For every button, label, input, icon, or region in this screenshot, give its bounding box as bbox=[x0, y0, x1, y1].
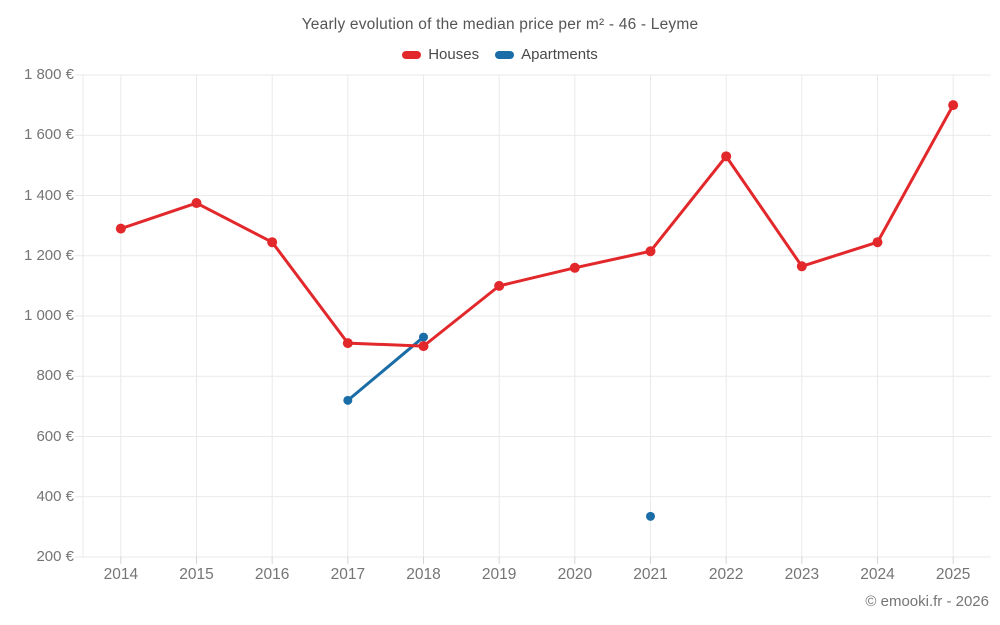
houses-line-segment bbox=[270, 240, 350, 345]
houses-line-segment bbox=[422, 284, 501, 348]
houses-data-point[interactable] bbox=[721, 151, 732, 162]
houses-data-point[interactable] bbox=[342, 338, 353, 349]
x-axis-tick-label: 2014 bbox=[103, 566, 139, 583]
houses-line-segment bbox=[800, 240, 879, 268]
houses-swatch-icon bbox=[402, 50, 422, 59]
houses-data-point[interactable] bbox=[645, 246, 656, 257]
houses-line-segment bbox=[724, 154, 804, 268]
apartments-data-point[interactable] bbox=[646, 511, 655, 521]
y-axis-tick-label: 1 800 € bbox=[23, 66, 74, 83]
x-axis-tick-label: 2024 bbox=[860, 566, 895, 583]
x-axis-tick-label: 2021 bbox=[633, 566, 668, 583]
apartments-swatch-icon bbox=[495, 50, 515, 59]
houses-line-segment bbox=[573, 249, 652, 270]
y-axis-tick-label: 200 € bbox=[36, 548, 74, 565]
y-axis-tick-label: 1 600 € bbox=[23, 126, 74, 144]
houses-data-point[interactable] bbox=[115, 223, 126, 234]
x-axis-tick-label: 2017 bbox=[330, 566, 366, 583]
legend-label-apartments: Apartments bbox=[521, 46, 598, 63]
houses-data-point[interactable] bbox=[569, 262, 580, 273]
houses-data-point[interactable] bbox=[494, 280, 505, 291]
houses-line-segment bbox=[876, 103, 955, 244]
y-axis-tick-label: 600 € bbox=[36, 427, 74, 445]
chart-title: Yearly evolution of the median price per… bbox=[301, 16, 699, 33]
houses-line-segment bbox=[649, 154, 728, 253]
houses-data-point[interactable] bbox=[267, 237, 278, 248]
x-axis-tick-label: 2018 bbox=[406, 566, 441, 583]
copyright-credit: © emooki.fr - 2026 bbox=[865, 593, 989, 610]
legend-item-houses[interactable]: Houses bbox=[402, 46, 479, 63]
houses-line-segment bbox=[346, 341, 425, 348]
x-axis-tick-label: 2022 bbox=[708, 566, 744, 583]
apartments-data-point[interactable] bbox=[419, 332, 428, 342]
houses-data-point[interactable] bbox=[872, 237, 883, 248]
y-axis-tick-label: 400 € bbox=[36, 487, 74, 505]
houses-data-point[interactable] bbox=[796, 261, 807, 272]
houses-data-point[interactable] bbox=[418, 341, 429, 352]
houses-line-segment bbox=[119, 201, 198, 231]
x-axis-tick-label: 2023 bbox=[784, 566, 820, 583]
x-axis-tick-label: 2015 bbox=[179, 566, 214, 583]
x-axis-tick-label: 2019 bbox=[481, 566, 517, 583]
houses-line-segment bbox=[497, 266, 577, 288]
legend-item-apartments[interactable]: Apartments bbox=[495, 46, 598, 63]
legend-label-houses: Houses bbox=[428, 46, 480, 63]
apartments-line-segment bbox=[346, 335, 425, 402]
x-axis-tick-label: 2020 bbox=[557, 566, 593, 583]
houses-line-segment bbox=[195, 201, 274, 244]
houses-data-point[interactable] bbox=[191, 198, 202, 209]
y-axis-tick-label: 800 € bbox=[36, 367, 74, 385]
y-axis-tick-label: 1 400 € bbox=[23, 186, 74, 204]
apartments-data-point[interactable] bbox=[343, 395, 353, 405]
x-axis-tick-label: 2025 bbox=[935, 566, 971, 583]
legend: Houses Apartments bbox=[0, 46, 1000, 63]
x-axis-tick-label: 2016 bbox=[254, 566, 290, 583]
y-axis-tick-label: 1 000 € bbox=[23, 307, 74, 324]
y-axis-tick-label: 1 200 € bbox=[23, 246, 74, 264]
houses-data-point[interactable] bbox=[948, 100, 959, 111]
